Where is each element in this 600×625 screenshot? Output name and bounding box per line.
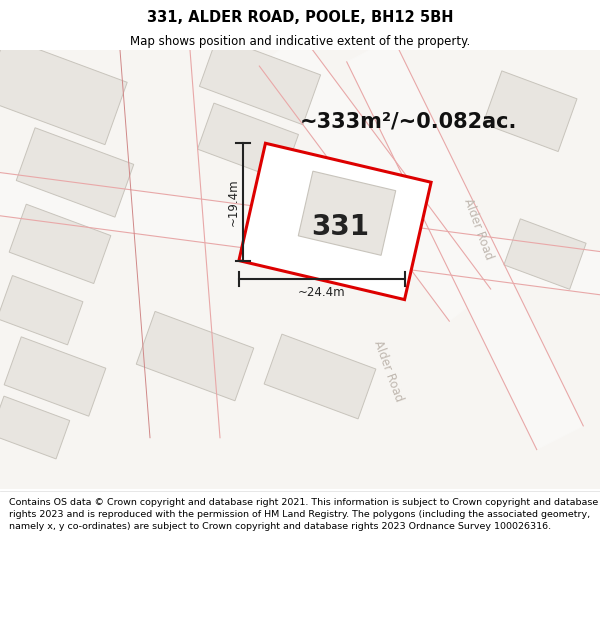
Polygon shape <box>16 127 134 217</box>
Polygon shape <box>199 36 320 125</box>
Text: Alder Road: Alder Road <box>371 339 405 404</box>
Polygon shape <box>483 71 577 151</box>
Polygon shape <box>0 172 600 296</box>
Polygon shape <box>4 337 106 416</box>
Text: 331: 331 <box>311 213 369 241</box>
Polygon shape <box>239 143 431 299</box>
Text: Alder Road: Alder Road <box>461 196 495 261</box>
Text: 331, ALDER ROAD, POOLE, BH12 5BH: 331, ALDER ROAD, POOLE, BH12 5BH <box>147 10 453 25</box>
Polygon shape <box>9 204 111 284</box>
Polygon shape <box>0 396 70 459</box>
Text: Map shows position and indicative extent of the property.: Map shows position and indicative extent… <box>130 35 470 48</box>
Polygon shape <box>0 37 127 144</box>
Polygon shape <box>136 311 254 401</box>
Text: Contains OS data © Crown copyright and database right 2021. This information is : Contains OS data © Crown copyright and d… <box>9 498 598 531</box>
Polygon shape <box>504 219 586 289</box>
Polygon shape <box>264 334 376 419</box>
Text: ~19.4m: ~19.4m <box>227 178 240 226</box>
Polygon shape <box>0 276 83 345</box>
Text: ~333m²/~0.082ac.: ~333m²/~0.082ac. <box>300 111 517 131</box>
Polygon shape <box>197 103 298 181</box>
Text: ~24.4m: ~24.4m <box>298 286 346 299</box>
Polygon shape <box>347 38 583 449</box>
Polygon shape <box>259 34 491 321</box>
Polygon shape <box>298 171 396 256</box>
